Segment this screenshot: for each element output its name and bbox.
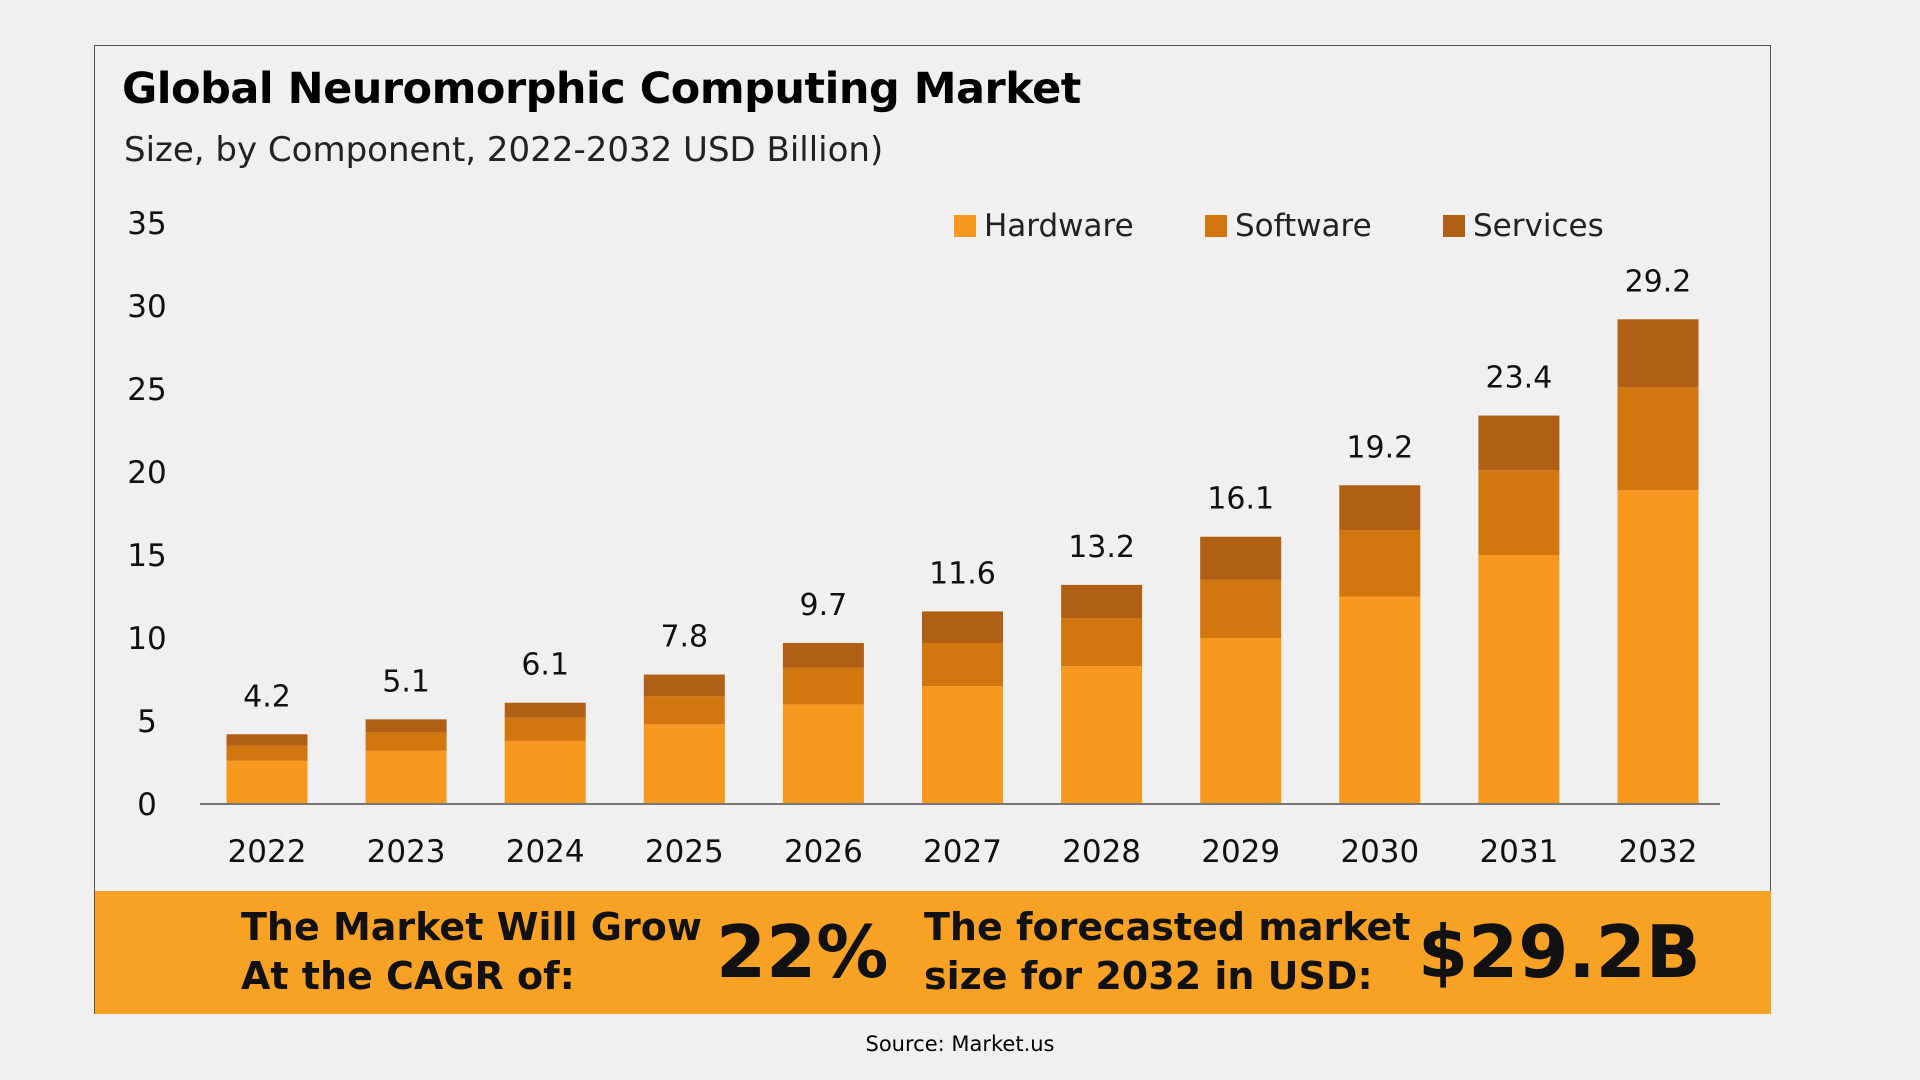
bar-segment-services (643, 674, 725, 697)
x-tick-label: 2031 (1479, 834, 1558, 870)
x-tick-label: 2025 (645, 834, 724, 870)
bar-segment-services (1478, 415, 1560, 471)
y-tick-label: 15 (127, 538, 166, 574)
bar-segment-software (1339, 530, 1421, 597)
bar-segment-software (226, 745, 308, 761)
legend-swatch-hardware (954, 215, 976, 237)
bar-segment-services (1617, 319, 1699, 388)
bar-segment-hardware (782, 704, 864, 804)
bar-segment-hardware (226, 760, 308, 804)
y-tick-label: 30 (127, 289, 166, 325)
data-label: 5.1 (382, 664, 430, 699)
x-tick-label: 2030 (1340, 834, 1419, 870)
x-tick-label: 2028 (1062, 834, 1141, 870)
forecast-value: $29.2B (1418, 910, 1701, 994)
bar-segment-hardware (1200, 638, 1282, 804)
bar-segment-software (365, 732, 447, 751)
y-tick-label: 5 (137, 704, 157, 740)
legend-swatch-services (1443, 215, 1465, 237)
data-label: 29.2 (1625, 264, 1692, 299)
bar-segment-services (226, 734, 308, 746)
data-label: 16.1 (1207, 482, 1274, 517)
cagr-label-line1: The Market Will Grow (241, 905, 702, 949)
bar-segment-hardware (643, 724, 725, 804)
bar-segment-services (922, 611, 1003, 643)
y-tick-label: 10 (127, 621, 166, 657)
forecast-label-line1: The forecasted market (924, 905, 1411, 949)
bar-segment-services (1200, 536, 1282, 580)
legend-item-software: Software (1205, 208, 1372, 244)
legend-item-services: Services (1443, 208, 1604, 244)
bar-segment-hardware (504, 740, 586, 804)
legend-label: Software (1235, 208, 1372, 244)
legend-label: Services (1473, 208, 1604, 244)
x-tick-label: 2023 (367, 834, 446, 870)
bar-segment-services (1339, 485, 1421, 531)
cagr-label: The Market Will Grow At the CAGR of: (241, 903, 702, 1001)
bar-segment-software (1617, 387, 1699, 491)
data-label: 13.2 (1068, 530, 1135, 565)
x-tick-label: 2029 (1201, 834, 1280, 870)
bar-segment-software (504, 717, 586, 741)
bar-segment-hardware (1061, 666, 1143, 804)
y-tick-label: 25 (127, 372, 166, 408)
bar-segment-services (365, 719, 447, 733)
bar-segment-software (922, 642, 1003, 687)
x-tick-label: 2027 (923, 834, 1002, 870)
legend-item-hardware: Hardware (954, 208, 1134, 244)
source-note: Source: Market.us (865, 1032, 1055, 1056)
bar-segment-software (643, 696, 725, 725)
bar-segment-software (1061, 618, 1143, 667)
x-tick-label: 2026 (784, 834, 863, 870)
bar-segment-services (1061, 584, 1143, 619)
legend-label: Hardware (984, 208, 1134, 244)
data-label: 4.2 (243, 679, 291, 714)
cagr-value: 22% (716, 910, 889, 994)
data-label: 23.4 (1486, 361, 1553, 396)
chart-title: Global Neuromorphic Computing Market (122, 64, 1081, 114)
y-tick-label: 0 (137, 787, 157, 823)
x-tick-label: 2024 (506, 834, 585, 870)
bar-segment-hardware (922, 686, 1003, 804)
forecast-label-line2: size for 2032 in USD: (924, 954, 1373, 998)
x-tick-label: 2032 (1619, 834, 1698, 870)
bar-segment-hardware (365, 750, 447, 804)
y-tick-label: 20 (127, 455, 166, 491)
bar-segment-hardware (1617, 490, 1699, 804)
chart-subtitle: Size, by Component, 2022-2032 USD Billio… (124, 130, 884, 170)
forecast-label: The forecasted market size for 2032 in U… (924, 903, 1410, 1001)
data-label: 7.8 (660, 620, 708, 655)
bar-segment-hardware (1339, 596, 1421, 804)
bar-segment-software (1200, 579, 1282, 638)
bar-segment-services (782, 642, 864, 668)
bar-segment-services (504, 702, 586, 718)
y-tick-label: 35 (127, 206, 166, 242)
bar-segment-software (1478, 470, 1560, 555)
data-label: 19.2 (1346, 430, 1413, 465)
legend-swatch-software (1205, 215, 1227, 237)
x-tick-label: 2022 (228, 834, 307, 870)
bar-segment-hardware (1478, 555, 1560, 804)
data-label: 9.7 (800, 588, 848, 623)
bar-segment-software (782, 667, 864, 705)
data-label: 6.1 (521, 648, 569, 683)
cagr-label-line2: At the CAGR of: (241, 954, 575, 998)
data-label: 11.6 (929, 556, 996, 591)
summary-banner (95, 891, 1771, 1014)
